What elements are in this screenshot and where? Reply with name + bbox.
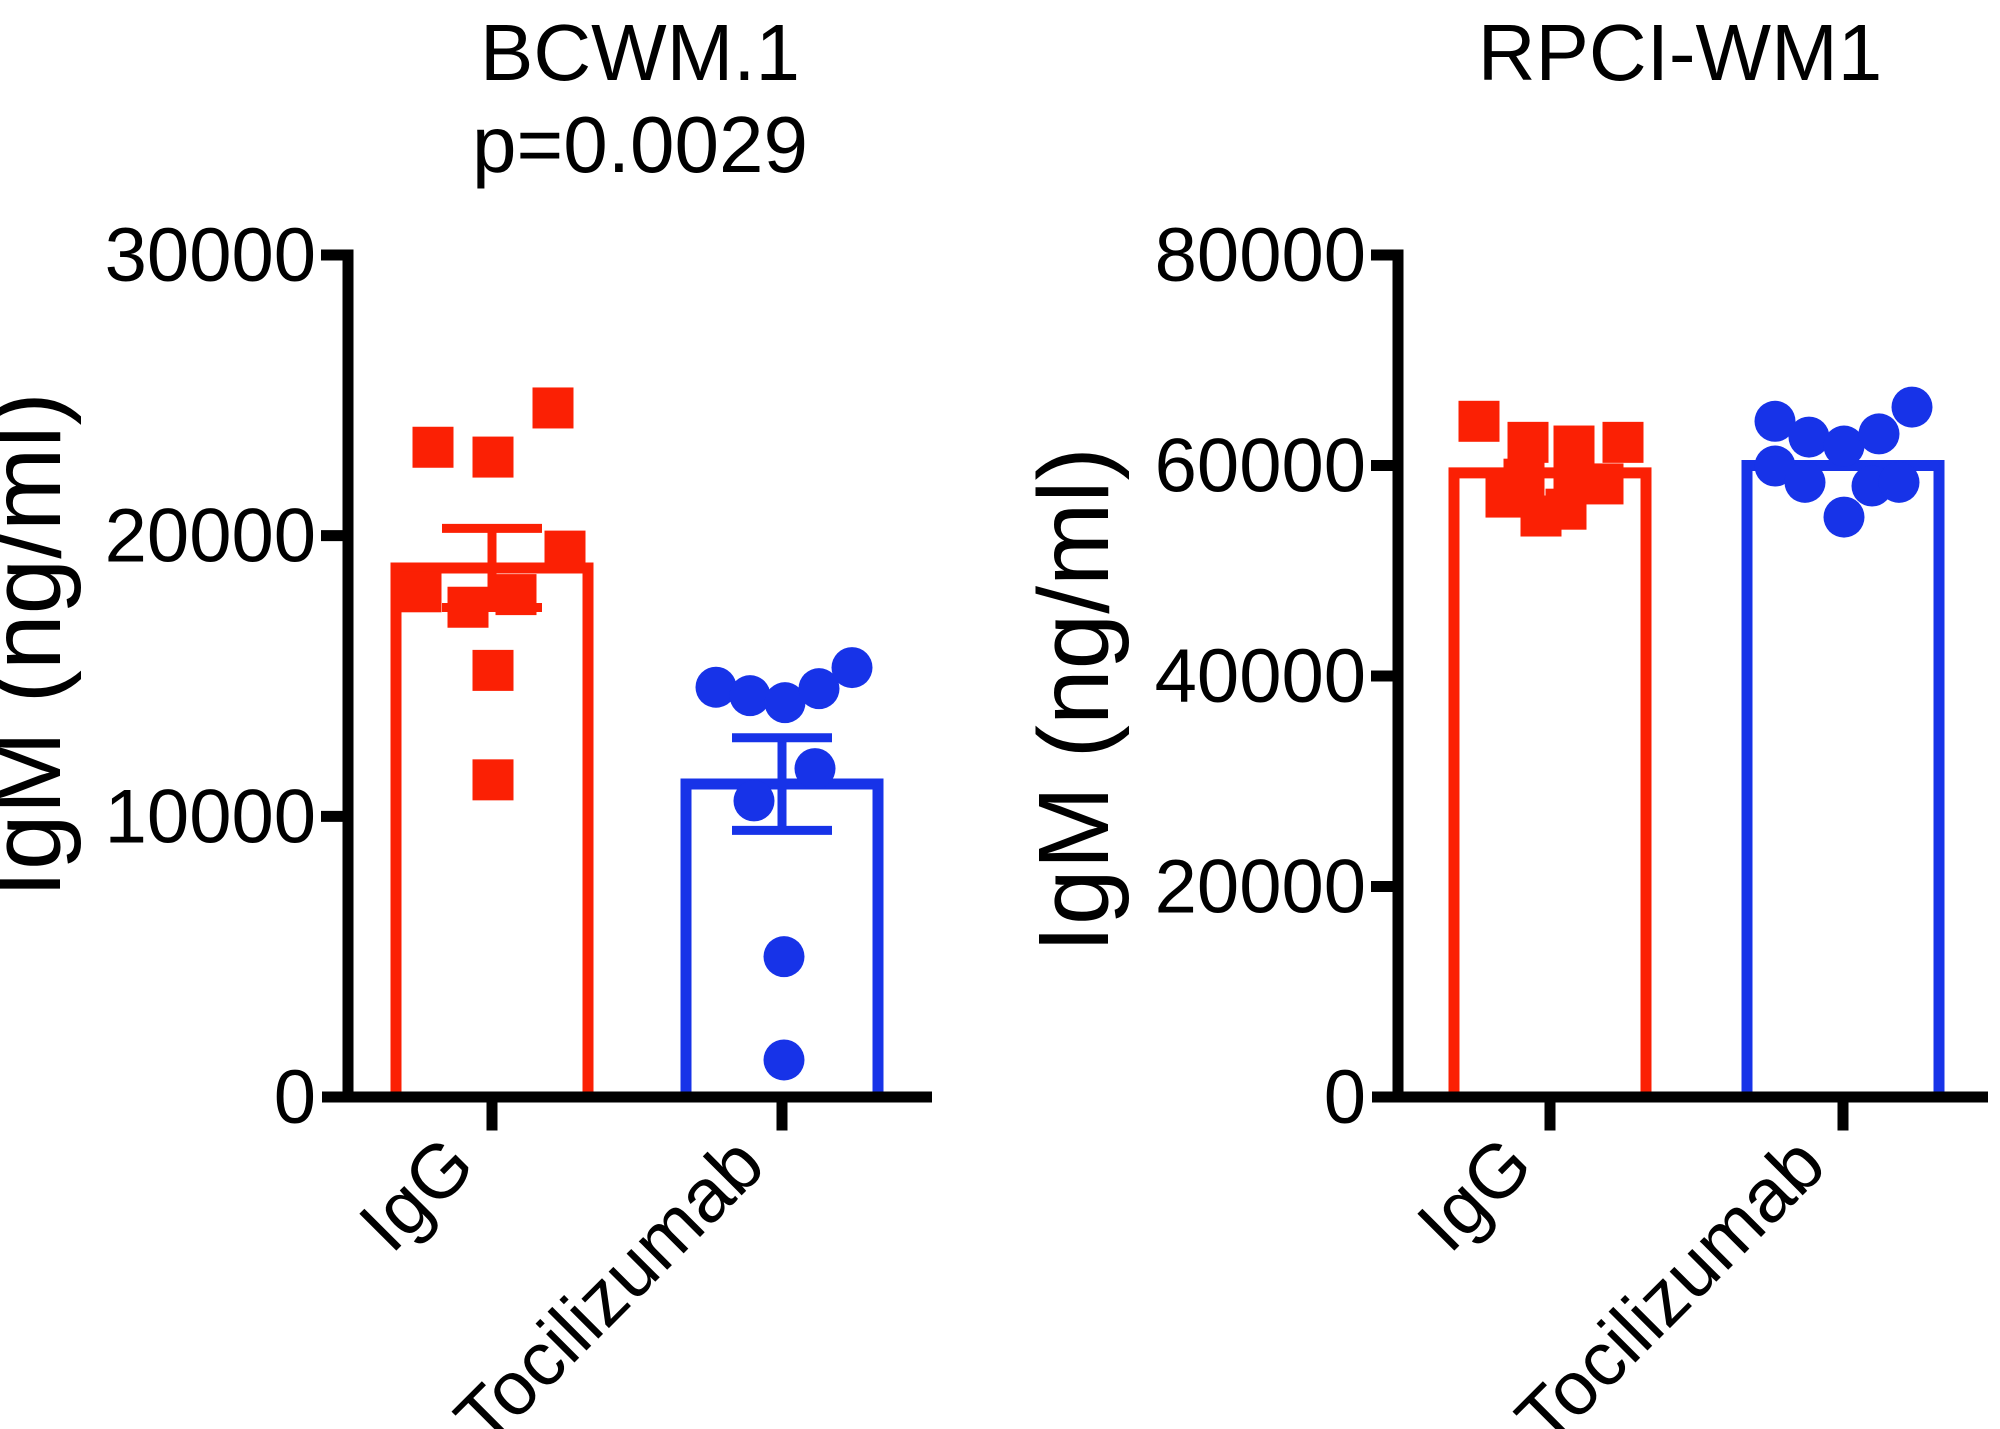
bar-igg [390,562,594,1092]
data-point-square [447,586,489,628]
data-point-square [1602,421,1644,463]
data-point-circle [1858,413,1900,455]
chart-title: RPCI-WM1 [1478,8,1882,97]
x-category-label: IgG [343,1121,490,1268]
data-point-square [472,649,514,691]
chart-subtitle-pvalue: p=0.0029 [472,100,808,189]
data-point-square [544,530,586,572]
data-point-circle [1754,400,1796,442]
data-point-circle [831,647,873,689]
data-point-square [1582,463,1624,505]
y-axis-label: IgM (ng/ml) [1018,447,1130,953]
y-tick-label: 20000 [1155,845,1366,930]
x-category-label: Tocilizumab [1500,1121,1841,1429]
y-tick-label: 0 [1324,1055,1366,1140]
chart-title: BCWM.1 [480,8,800,97]
y-tick-label: 60000 [1155,424,1366,509]
data-point-circle [1891,386,1933,428]
data-point-circle [733,780,775,822]
data-point-circle [695,666,737,708]
y-axis-label: IgM (ng/ml) [0,392,82,898]
data-point-circle [798,668,840,710]
data-point-circle [763,936,805,978]
data-point-square [472,759,514,801]
data-point-circle [1754,445,1796,487]
data-point-circle [1784,461,1826,503]
y-tick-label: 40000 [1155,634,1366,719]
data-point-circle [1878,461,1920,503]
data-point-circle [764,682,806,724]
data-point-square [412,426,454,468]
data-point-circle [1823,496,1865,538]
data-point-square [472,436,514,478]
bar-tocilizumab [1741,460,1945,1092]
data-point-circle [763,1039,805,1081]
data-point-square [1545,488,1587,530]
data-point-square [1553,425,1595,467]
error-bar-tocilizumab [732,733,832,835]
data-point-circle [794,748,836,790]
data-point-square [400,571,442,613]
data-point-circle [729,675,771,717]
data-point-square [1507,421,1549,463]
data-point-square [495,574,537,616]
x-category-label: IgG [1401,1121,1548,1268]
y-tick-label: 0 [274,1055,316,1140]
data-point-square [532,387,574,429]
bar-igg [1448,467,1652,1092]
y-tick-label: 20000 [105,494,316,579]
data-point-circle [1823,425,1865,467]
x-category-label: Tocilizumab [439,1121,780,1429]
y-tick-label: 30000 [105,213,316,298]
data-point-circle [1788,416,1830,458]
data-point-square [1458,400,1500,442]
y-tick-label: 10000 [105,774,316,859]
data-point-square [1485,476,1527,518]
y-tick-label: 80000 [1155,213,1366,298]
